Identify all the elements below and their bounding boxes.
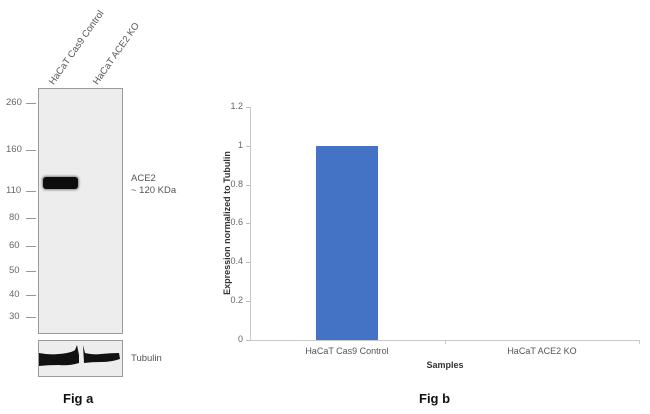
mw-marker-50: 50 (9, 265, 20, 276)
y-tick (246, 223, 250, 224)
y-tick-label-0.6: 0.6 (230, 217, 243, 227)
mw-tick (26, 317, 36, 318)
mw-marker-160: 160 (6, 144, 22, 155)
x-axis-title: Samples (426, 360, 464, 370)
x-category-label-ko: HaCaT ACE2 KO (507, 346, 577, 356)
y-tick (246, 146, 250, 147)
tubulin-band (39, 345, 120, 366)
western-blot-membrane (38, 88, 123, 334)
fig-b-caption: Fig b (419, 391, 451, 406)
mw-marker-110: 110 (6, 185, 22, 196)
mw-marker-60: 60 (9, 240, 20, 251)
y-tick (246, 262, 250, 263)
mw-tick (26, 103, 36, 104)
y-tick-label-0.4: 0.4 (230, 256, 243, 266)
mw-tick (26, 150, 36, 151)
y-tick-label-1.2: 1.2 (230, 101, 243, 111)
mw-tick (26, 191, 36, 192)
x-category-label-control: HaCaT Cas9 Control (305, 346, 389, 356)
tubulin-label: Tubulin (131, 353, 162, 364)
mw-tick (26, 218, 36, 219)
y-tick (246, 301, 250, 302)
x-axis-tick (445, 340, 446, 344)
y-tick-label-0.8: 0.8 (230, 179, 243, 189)
y-tick-label-1: 1 (237, 140, 243, 150)
y-tick (246, 340, 250, 341)
mw-marker-30: 30 (9, 311, 20, 322)
mw-tick (26, 271, 36, 272)
x-axis-tick (639, 340, 640, 344)
band-annotation: ACE2 ~ 120 KDa (131, 173, 176, 197)
y-tick (246, 185, 250, 186)
mw-marker-80: 80 (9, 212, 20, 223)
mw-tick (26, 295, 36, 296)
bar-hacat-cas9-control (316, 146, 378, 340)
y-tick (246, 107, 250, 108)
ace2-band (43, 177, 78, 189)
lane-label-ko: HaCaT ACE2 KO (90, 20, 142, 87)
y-tick-label-0.2: 0.2 (230, 295, 243, 305)
mw-marker-40: 40 (9, 289, 20, 300)
mw-tick (26, 246, 36, 247)
band-annotation-size: ~ 120 KDa (131, 185, 177, 196)
y-tick-label-0: 0 (237, 334, 243, 344)
tubulin-blot (38, 340, 123, 377)
fig-a-caption: Fig a (63, 391, 94, 406)
mw-marker-260: 260 (6, 97, 22, 108)
y-axis-line (250, 107, 251, 340)
band-annotation-protein: ACE2 (131, 173, 156, 184)
